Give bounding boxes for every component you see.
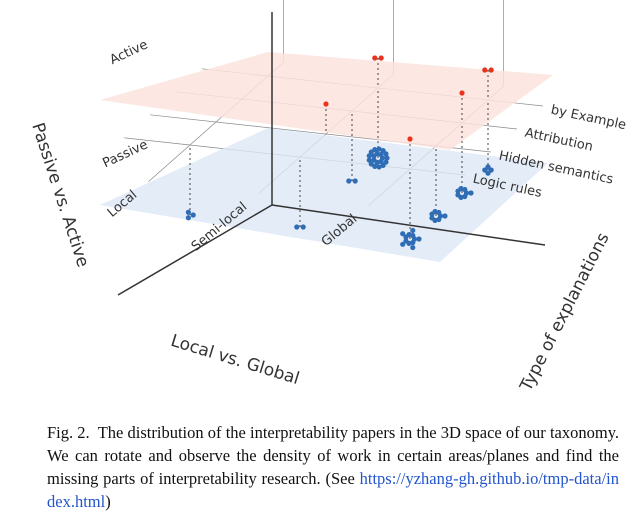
point: [190, 212, 196, 218]
point: [410, 232, 416, 239]
caption-label: Fig. 2.: [47, 423, 90, 442]
point: [436, 209, 442, 216]
point: [352, 178, 358, 184]
y-axis-title: Type of explanations: [516, 229, 614, 395]
point: [376, 164, 382, 170]
point-cluster: [455, 186, 474, 200]
x-axis-title: Local vs. Global: [168, 331, 301, 389]
y-tick-label: by Example: [549, 103, 627, 134]
point-cluster: [407, 136, 413, 142]
point: [468, 190, 474, 196]
point: [372, 146, 378, 153]
point: [410, 227, 416, 234]
caption-link[interactable]: https://yzhang-gh.github.io/tmp-data/ind…: [47, 469, 619, 511]
point: [378, 55, 384, 61]
point: [482, 67, 488, 73]
z-tick-label: Passive: [100, 137, 150, 171]
point: [378, 151, 384, 158]
active-plane: [100, 52, 553, 150]
point-cluster: [294, 224, 306, 230]
point: [488, 167, 494, 173]
z-tick-label: Active: [108, 37, 151, 68]
point-cluster: [346, 178, 358, 184]
point: [482, 167, 488, 173]
point: [300, 224, 306, 230]
point: [403, 238, 409, 244]
point: [400, 231, 406, 237]
point: [346, 178, 352, 184]
x-axis-line: [117, 204, 273, 296]
caption: Fig. 2. The distribution of the interpre…: [47, 421, 619, 513]
point-cluster: [185, 209, 196, 221]
point: [459, 90, 465, 96]
point: [400, 241, 406, 247]
point: [366, 153, 372, 159]
point-cluster: [366, 146, 390, 170]
point: [485, 164, 491, 170]
point: [185, 209, 191, 215]
point: [410, 244, 416, 251]
point-cluster: [482, 67, 494, 73]
point-cluster: [459, 90, 465, 96]
point: [429, 215, 435, 221]
point: [416, 236, 422, 242]
point: [380, 162, 386, 169]
point-cluster: [400, 227, 422, 251]
point: [407, 136, 413, 142]
figure: Local vs. Global Type of explanations Pa…: [27, 0, 627, 395]
caption-end: ): [105, 492, 111, 511]
point-cluster: [372, 55, 384, 61]
point: [366, 157, 372, 163]
point: [485, 170, 491, 176]
point: [371, 157, 377, 163]
point: [383, 151, 389, 157]
point: [442, 213, 448, 219]
point: [376, 146, 382, 152]
point-cluster: [482, 164, 494, 176]
point: [185, 215, 191, 221]
point: [372, 55, 378, 61]
point: [323, 101, 329, 107]
y-axis-line: [271, 204, 546, 246]
z-axis-title: Passive vs. Active: [27, 120, 93, 269]
point: [384, 155, 390, 161]
point: [368, 161, 374, 167]
point: [294, 224, 300, 230]
points: [185, 55, 494, 251]
point: [462, 186, 468, 193]
point: [455, 192, 461, 198]
point-cluster: [429, 209, 448, 223]
point: [488, 67, 494, 73]
point-cluster: [323, 101, 329, 107]
caption-text: The distribution of the interpretability…: [47, 423, 620, 488]
y-tick-label: Attribution: [523, 126, 594, 155]
